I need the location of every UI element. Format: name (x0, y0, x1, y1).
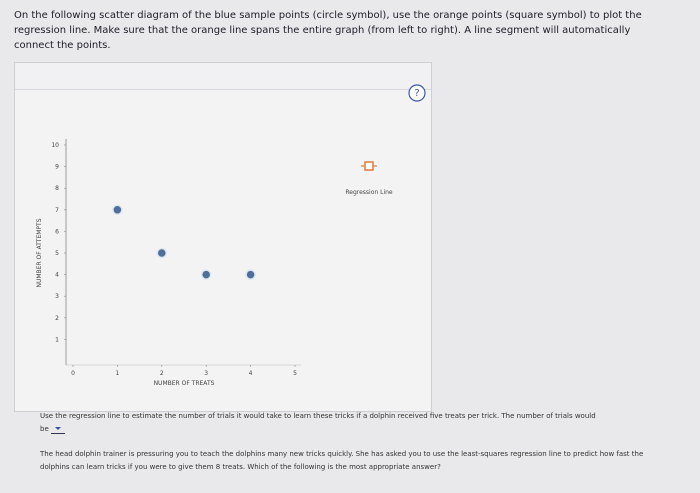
x-tick-label: 3 (204, 370, 208, 377)
y-tick-label: 2 (55, 315, 59, 322)
x-tick-label: 2 (160, 370, 164, 377)
x-tick-label: 4 (249, 370, 253, 377)
answer-dropdown[interactable] (50, 425, 65, 434)
y-tick-label: 9 (55, 164, 59, 171)
legend-square (364, 161, 374, 171)
question: On the following scatter diagram of the … (14, 10, 642, 51)
x-axis-label: NUMBER OF TREATS (154, 380, 215, 387)
x-tick-label: 5 (293, 370, 297, 377)
y-tick-label: 1 (55, 336, 59, 343)
y-tick-label: 7 (55, 207, 59, 214)
part1-tail: be (40, 425, 49, 433)
y-axis-label: NUMBER OF ATTEMPTS (36, 218, 43, 287)
part1-text: Use the regression line to estimate the … (40, 412, 596, 420)
help-icon[interactable] (408, 84, 426, 102)
part2: The head dolphin trainer is pressuring y… (40, 450, 644, 471)
panel-toolbar (15, 63, 431, 90)
y-tick-label: 5 (55, 250, 59, 257)
sample-point (112, 204, 123, 216)
sample-point (156, 247, 168, 259)
chart: ? 1 2 3 4 5 6 7 8 9 10 0 1 2 3 4 5 NUMBER OF TREATS NUMBE… (36, 84, 426, 387)
graph-panel: ? 1 2 3 4 5 6 7 8 9 10 0 1 2 3 4 5 NUMBER OF TREATS NUMBE… (14, 62, 432, 412)
sample-point (200, 269, 212, 280)
x-tick-label: 1 (115, 370, 119, 377)
help-label[interactable]: ? (414, 88, 419, 99)
y-tick-label: 8 (55, 185, 59, 192)
y-tick-label: 3 (55, 293, 59, 300)
legend-label: Regression Line (345, 189, 393, 196)
y-tick-label: 6 (55, 228, 59, 235)
part1: Use the regression line to estimate the … (40, 410, 660, 436)
y-tick-label: 4 (55, 272, 59, 279)
y-tick-label: 10 (51, 142, 59, 149)
sample-point (245, 269, 256, 280)
questions-below: Use the regression line to estimate the … (40, 410, 660, 474)
x-tick-label: 0 (71, 370, 75, 377)
